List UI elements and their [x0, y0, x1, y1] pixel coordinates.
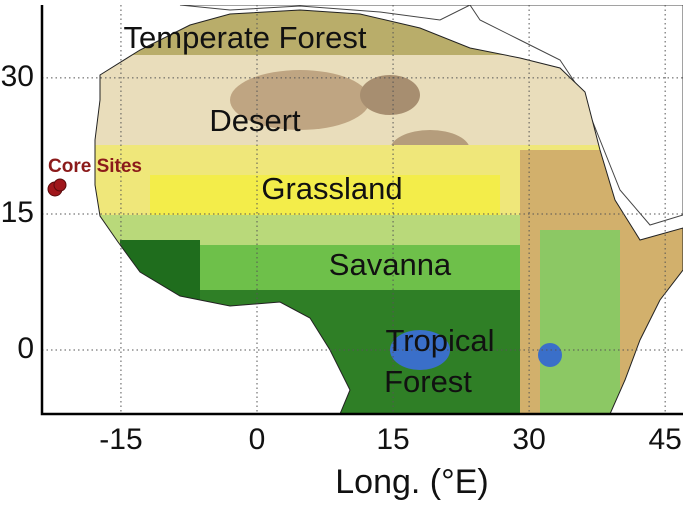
africa-outline: [94, 9, 683, 414]
core-sites-label: Core Sites: [48, 156, 142, 177]
arabia-outline: [469, 5, 683, 226]
x-tick-label: 0: [249, 423, 266, 456]
map-area: Temperate Forest Desert Grassland Savanna Tr…: [42, 5, 683, 414]
axis-frame: [40, 5, 683, 416]
region-label: Desert: [209, 103, 301, 138]
region-labels: Temperate Forest Desert Grassland Savanna Tr…: [124, 20, 495, 399]
x-tick-label: -15: [99, 423, 142, 456]
y-tick-label: 0: [17, 332, 34, 365]
core-site-marker: [53, 178, 67, 192]
x-tick-label: 30: [512, 423, 545, 456]
grid: [42, 5, 683, 414]
region-label: Savanna: [329, 247, 452, 282]
europe-outline: [179, 5, 471, 21]
y-tick-label: 15: [1, 196, 34, 229]
x-tick-label: 15: [376, 423, 409, 456]
region-label: Temperate Forest: [124, 20, 367, 55]
region-label: Grassland: [261, 171, 402, 206]
region-label: Tropical: [385, 323, 494, 358]
x-axis-label: Long. (°E): [335, 463, 488, 501]
y-tick-label: 30: [1, 60, 34, 93]
x-tick-label: 45: [648, 423, 681, 456]
region-label: Forest: [384, 364, 472, 399]
